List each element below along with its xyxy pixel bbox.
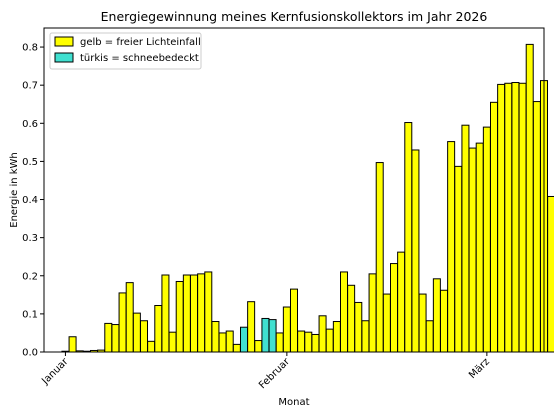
bar-day-10 <box>132 312 141 353</box>
bar-day-23 <box>225 330 234 353</box>
legend-swatch-snow <box>54 52 74 63</box>
x-axis-label: Monat <box>278 397 309 408</box>
bar-day-22 <box>218 332 227 353</box>
y-tick-label: 0.7 <box>22 81 38 92</box>
y-tick-label: 0.6 <box>22 119 38 130</box>
y-tick-label: 0.2 <box>22 271 38 282</box>
bar-day-26 <box>247 301 256 353</box>
bar-day-32 <box>290 288 298 353</box>
bar-day-17 <box>182 274 191 353</box>
bar-day-31 <box>282 306 291 353</box>
bar-day-63 <box>511 82 520 353</box>
y-tick-label: 0.5 <box>22 157 38 168</box>
bar-day-16 <box>175 280 184 353</box>
bar-day-50 <box>418 293 427 353</box>
bar-day-6 <box>104 322 113 353</box>
legend-frame <box>49 32 202 70</box>
y-tick-label: 0.0 <box>22 348 38 359</box>
bar-day-59 <box>482 126 491 353</box>
bar-day-15 <box>168 331 177 353</box>
y-axis: 0.0 0.1 0.2 0.3 0.4 0.5 0.6 0.7 0.8 <box>22 43 44 359</box>
bar-day-47 <box>397 251 406 353</box>
bar-day-55 <box>454 165 463 353</box>
y-tick-label: 0.3 <box>22 233 38 244</box>
bar-snow-day-29 <box>268 319 277 353</box>
bar-day-62 <box>504 82 513 353</box>
bar-day-7 <box>111 324 120 353</box>
bar-day-11 <box>140 320 148 353</box>
bar-day-1 <box>68 336 77 353</box>
bar-day-12 <box>147 340 156 353</box>
bar-day-65 <box>525 43 534 353</box>
legend-label-snow: türkis = schneebedeckt <box>80 53 199 64</box>
legend: gelb = freier Lichteinfall türkis = schn… <box>49 32 202 70</box>
bar-day-39 <box>340 271 348 353</box>
bar-day-40 <box>347 284 356 353</box>
axes-frame <box>43 27 545 353</box>
bar-day-54 <box>447 141 456 353</box>
bar-day-38 <box>332 321 341 353</box>
bar-day-30 <box>275 332 284 353</box>
bar-day-51 <box>425 320 434 353</box>
y-tick-label: 0.1 <box>22 309 38 320</box>
bar-day-36 <box>318 315 327 353</box>
bar-day-37 <box>325 328 334 353</box>
bar-day-18 <box>190 274 198 353</box>
bar-day-21 <box>211 321 220 353</box>
legend-label-sun: gelb = freier Lichteinfall <box>80 37 201 48</box>
bar-day-20 <box>204 271 213 353</box>
bar-day-34 <box>304 331 313 353</box>
bar-day-13 <box>154 305 163 353</box>
bar-day-14 <box>161 274 170 353</box>
bar-snow-day-25 <box>240 326 248 353</box>
bar-day-19 <box>197 273 206 353</box>
bar-day-61 <box>497 83 506 353</box>
bar-day-8 <box>118 292 127 353</box>
bar-day-41 <box>354 301 363 353</box>
bar-day-35 <box>311 333 320 353</box>
bar-day-57 <box>468 147 477 353</box>
legend-swatch-sun <box>54 36 74 47</box>
bar-day-48 <box>404 122 413 353</box>
bar-snow-day-28 <box>261 317 270 353</box>
bar-day-43 <box>368 273 377 353</box>
bar-day-24 <box>232 343 241 353</box>
bar-day-56 <box>461 124 470 353</box>
bar-day-49 <box>411 149 420 353</box>
bar-day-66 <box>532 101 541 353</box>
bar-day-60 <box>490 101 498 353</box>
bar-day-58 <box>475 142 484 353</box>
bar-day-44 <box>375 162 384 353</box>
bar-day-46 <box>390 263 398 353</box>
y-tick-label: 0.4 <box>22 195 38 206</box>
bar-day-9 <box>125 282 134 353</box>
bar-day-68 <box>547 195 554 353</box>
bar-day-53 <box>440 289 448 353</box>
bar-day-52 <box>432 278 441 353</box>
bar-day-42 <box>361 320 370 353</box>
bar-day-64 <box>518 82 527 353</box>
bar-day-33 <box>297 330 306 353</box>
y-tick-label: 0.8 <box>22 43 38 54</box>
bar-day-45 <box>382 293 391 353</box>
chart-title: Energiegewinnung meines Kernfusionskolle… <box>101 9 488 24</box>
bar-day-27 <box>254 340 263 353</box>
y-axis-label: Energie in kWh <box>9 152 20 228</box>
